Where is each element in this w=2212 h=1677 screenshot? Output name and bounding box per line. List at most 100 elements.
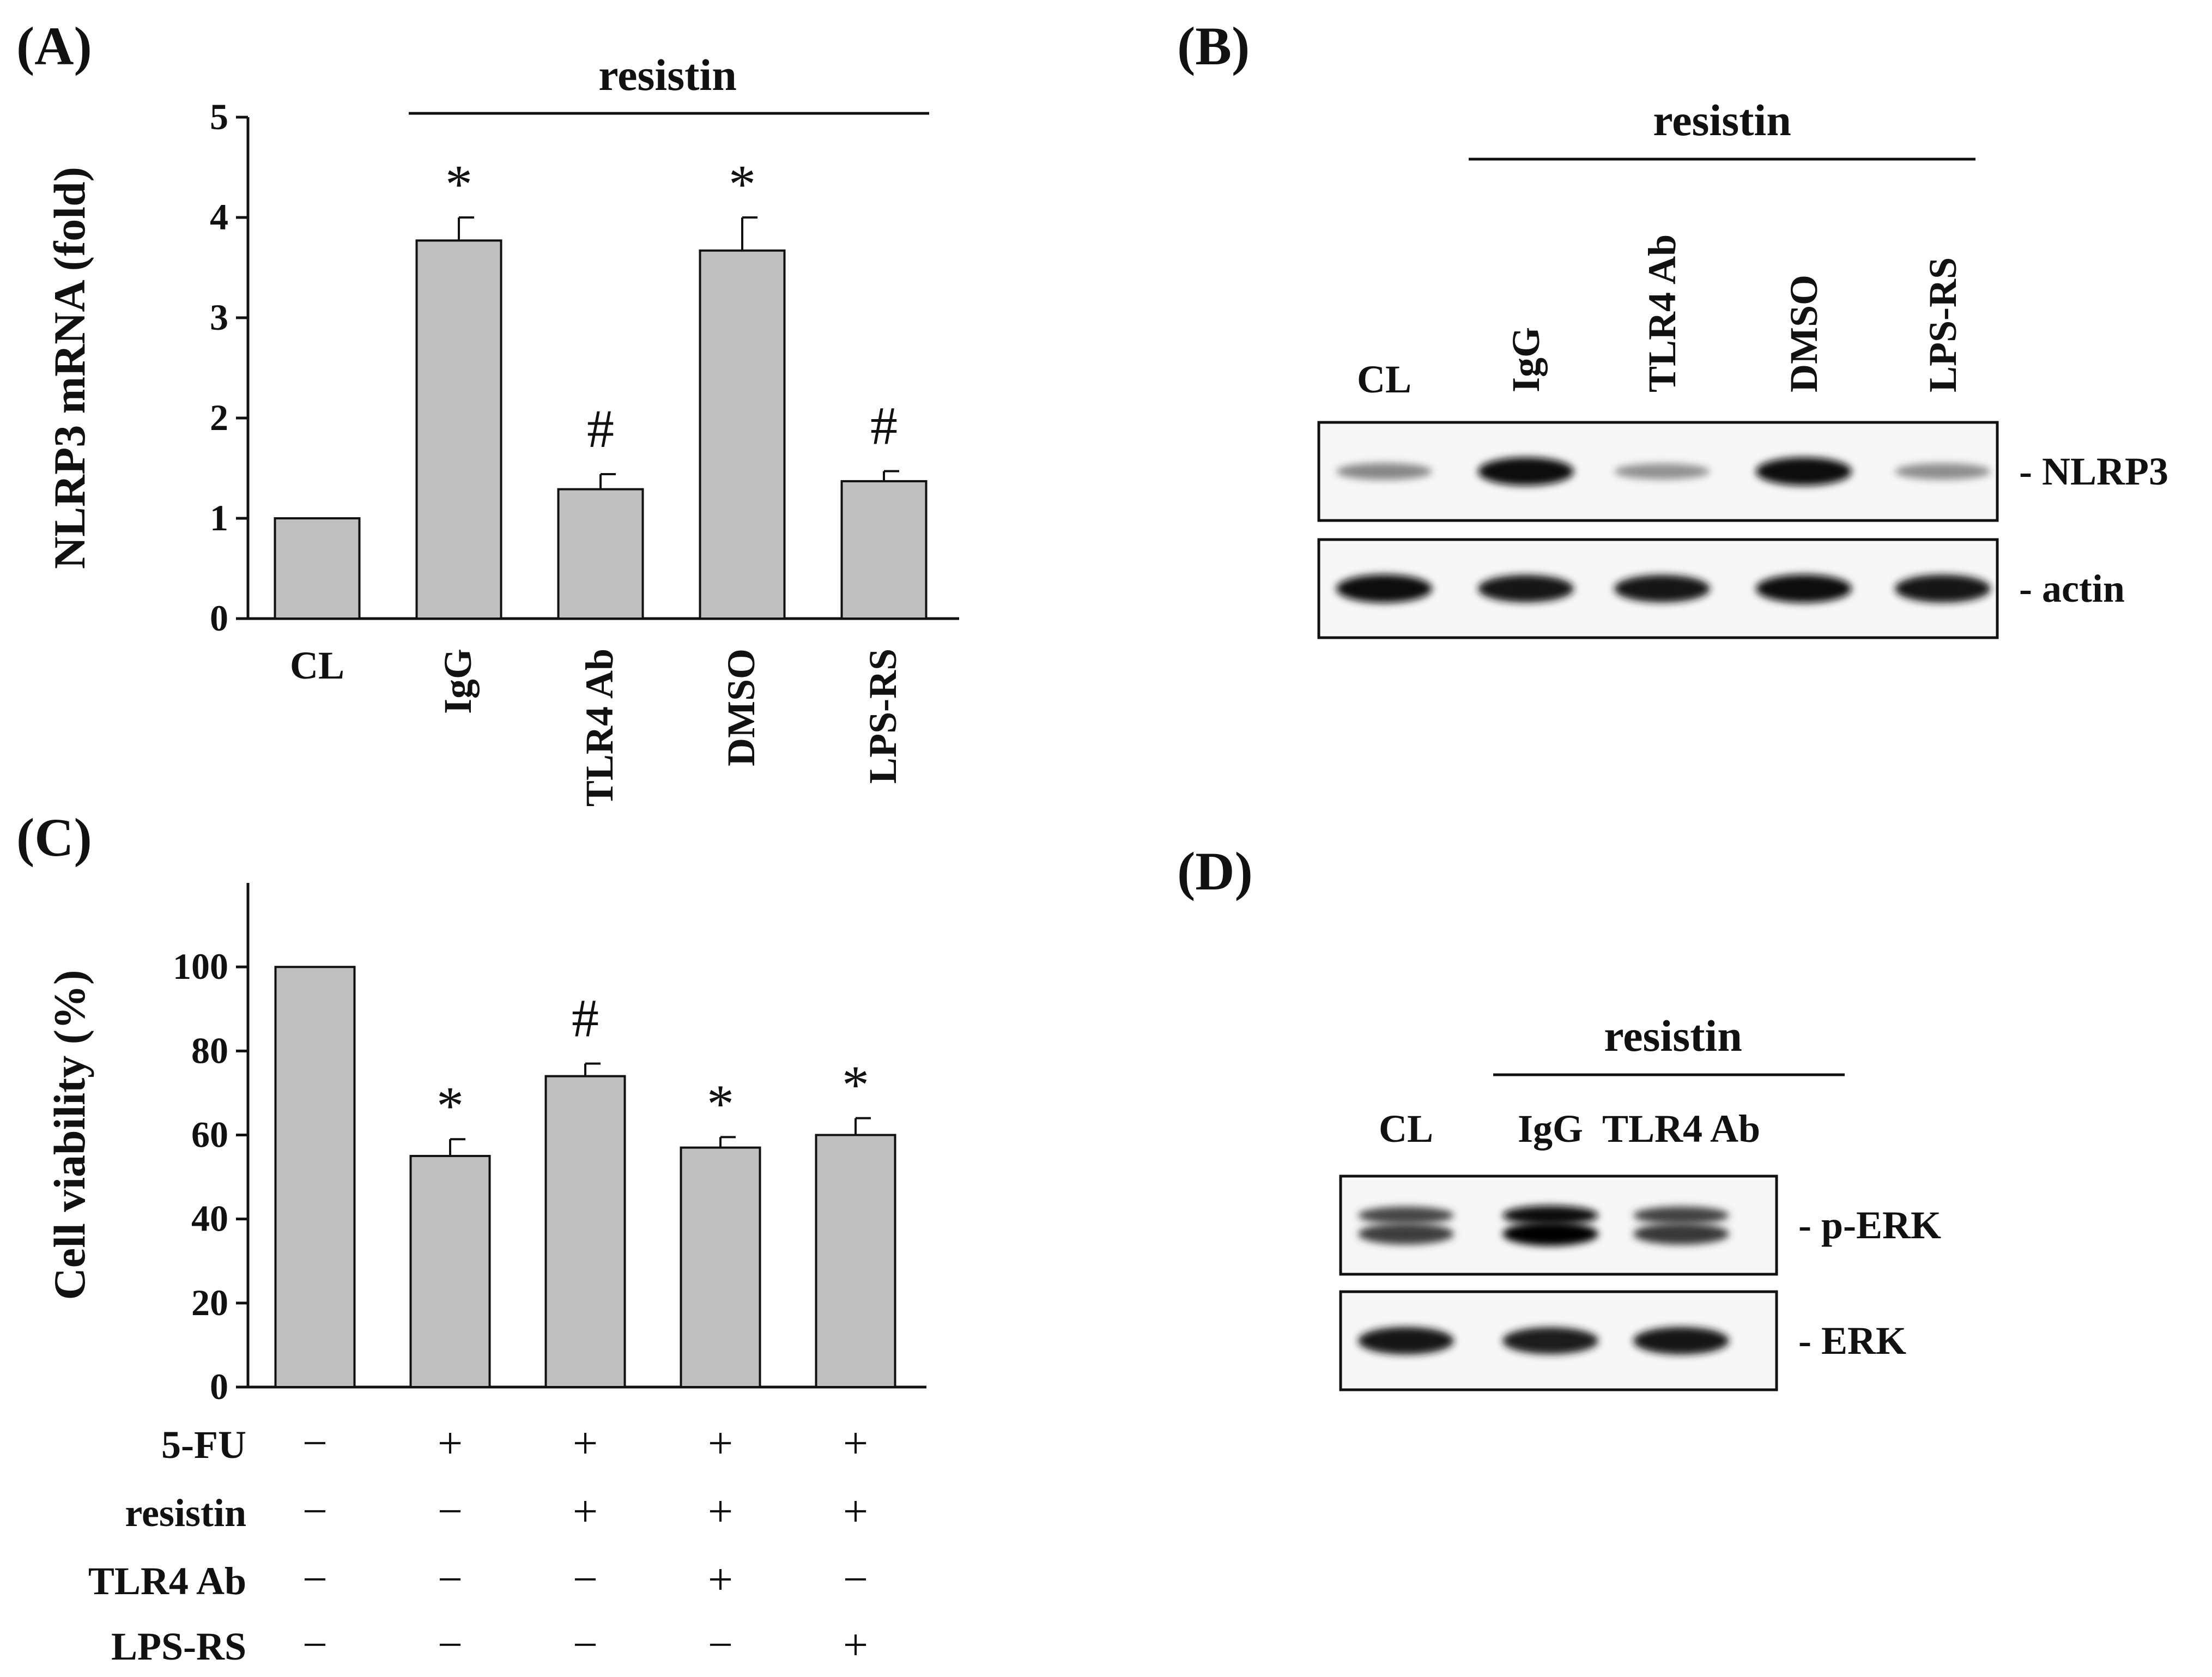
chart-a-y-tick-label: 5 — [210, 96, 228, 137]
b-blot-label: - actin — [2019, 567, 2125, 610]
d-band-upper — [1633, 1206, 1729, 1225]
chart-a-y-tick-label: 1 — [210, 497, 228, 538]
panel-b-label: (B) — [1177, 16, 1250, 76]
treatment-state: − — [438, 1486, 463, 1536]
d-band-upper — [1358, 1206, 1454, 1225]
d-band-lower — [1502, 1222, 1598, 1246]
panel-b: (B) resistin CL IgG TLR4 Ab DMSO LPS-RS - NLR… — [1177, 16, 2168, 639]
chart-a-bar — [699, 249, 786, 620]
b-band — [1336, 574, 1432, 603]
chart-a-y-tick-label: 3 — [210, 296, 228, 338]
b-band — [1895, 463, 1991, 480]
treatment-state: + — [573, 1486, 598, 1536]
treatment-state: − — [573, 1620, 598, 1669]
b-lane-label: DMSO — [1782, 275, 1826, 392]
panel-c-label: (C) — [16, 807, 92, 868]
treatment-row-label: LPS-RS — [111, 1625, 246, 1668]
chart-c-significance-mark: * — [437, 1075, 464, 1136]
b-lane-label: CL — [1357, 358, 1411, 401]
chart-a-bar — [415, 239, 502, 620]
chart-a-y-tick-label: 2 — [210, 397, 228, 438]
d-lane-label: IgG — [1518, 1107, 1583, 1151]
chart-a-significance-mark: * — [729, 154, 756, 214]
treatment-state: − — [708, 1620, 733, 1669]
treatment-state: + — [708, 1486, 733, 1536]
chart-a-y-axis-title: NLRP3 mRNA (fold) — [45, 167, 94, 569]
treatment-state: + — [573, 1418, 598, 1468]
chart-a-bar — [274, 517, 361, 620]
chart-c-y-tick-label: 40 — [191, 1198, 228, 1239]
panel-d-label: (D) — [1177, 841, 1253, 901]
chart-c-bar — [815, 1134, 896, 1388]
treatment-row-label: TLR4 Ab — [88, 1559, 246, 1603]
treatment-state: + — [708, 1554, 733, 1604]
treatment-state: + — [843, 1486, 868, 1536]
b-lane-label: LPS-RS — [1921, 257, 1965, 392]
chart-a-y-tick-label: 0 — [210, 597, 228, 639]
treatment-state: + — [843, 1418, 868, 1468]
treatment-state: − — [302, 1620, 328, 1669]
panel-c: (C) 0 20 40 60 80 100 Cell viability (%) * # * * 5… — [16, 807, 926, 1669]
chart-c-bar — [544, 1075, 626, 1389]
chart-a-significance-mark: * — [445, 154, 472, 214]
panel-b-group-label: resistin — [1653, 95, 1791, 145]
chart-c-y-axis-title: Cell viability (%) — [45, 970, 94, 1300]
b-band — [1614, 463, 1710, 480]
panel-d-group-label: resistin — [1604, 1011, 1742, 1061]
chart-a-significance-mark: # — [870, 396, 898, 456]
treatment-table: 5-FU − + + + + resistin − − + + + TLR4 Ab − − − + − LPS-RS… — [88, 1418, 868, 1669]
treatment-state: − — [843, 1554, 868, 1604]
b-lane-label: TLR4 Ab — [1640, 234, 1684, 392]
chart-c-significance-mark: * — [842, 1055, 869, 1115]
chart-a-category-label: IgG — [436, 649, 480, 714]
chart-c-y-tick-label: 60 — [191, 1114, 228, 1155]
chart-c-significance-mark: # — [572, 988, 599, 1048]
chart-c: 0 20 40 60 80 100 Cell viability (%) * # * * — [45, 883, 926, 1407]
chart-a-category-label: TLR4 Ab — [578, 649, 621, 807]
chart-a-bar — [840, 480, 928, 620]
b-band — [1756, 574, 1852, 603]
treatment-state: + — [843, 1620, 868, 1669]
treatment-state: − — [302, 1554, 328, 1604]
chart-c-y-tick-label: 20 — [191, 1282, 228, 1323]
treatment-state: − — [573, 1554, 598, 1604]
b-band — [1614, 574, 1710, 603]
b-blot-label: - NLRP3 — [2019, 450, 2168, 493]
blot-b: CL IgG TLR4 Ab DMSO LPS-RS - NLRP3 - actin — [1317, 234, 2168, 639]
d-band — [1633, 1327, 1729, 1355]
treatment-state: + — [438, 1418, 463, 1468]
treatment-state: − — [438, 1620, 463, 1669]
d-band — [1502, 1327, 1598, 1354]
blot-d: CL IgG TLR4 Ab - p-ERK - ERK — [1339, 1107, 1941, 1391]
chart-c-bar — [409, 1155, 491, 1389]
b-band — [1478, 457, 1574, 486]
treatment-row-label: 5-FU — [161, 1423, 246, 1467]
chart-a: 0 1 2 3 4 5 NLRP3 mRNA (fold) CL * IgG # TLR4 Ab * DM… — [45, 96, 959, 807]
d-band — [1358, 1327, 1454, 1355]
chart-a-category-label: CL — [290, 644, 344, 687]
d-lane-label: TLR4 Ab — [1602, 1107, 1760, 1151]
treatment-state: − — [302, 1486, 328, 1536]
chart-a-category-label: LPS-RS — [861, 649, 905, 784]
chart-c-y-tick-label: 100 — [173, 946, 228, 987]
d-band-lower — [1358, 1223, 1454, 1245]
b-band — [1336, 463, 1432, 480]
panel-d: (D) resistin CL IgG TLR4 Ab - p-ERK - ERK — [1177, 841, 1941, 1391]
chart-a-y-tick-label: 4 — [210, 196, 228, 238]
chart-a-significance-mark: # — [587, 398, 614, 459]
d-lane-label: CL — [1379, 1107, 1433, 1151]
chart-c-significance-mark: * — [707, 1073, 734, 1134]
treatment-row-label: resistin — [125, 1491, 246, 1535]
chart-c-bar — [274, 966, 356, 1388]
chart-c-y-tick-label: 0 — [210, 1366, 228, 1407]
d-blot-label: - ERK — [1798, 1319, 1906, 1363]
chart-a-bar — [557, 488, 644, 620]
panel-a: (A) resistin 0 1 2 3 4 5 NLRP3 mRNA (fold) CL * I… — [16, 16, 959, 807]
b-lane-label: IgG — [1504, 327, 1548, 392]
b-band — [1895, 574, 1991, 603]
chart-c-y-tick-label: 80 — [191, 1030, 228, 1071]
chart-a-category-label: DMSO — [719, 649, 763, 766]
treatment-state: − — [302, 1418, 328, 1468]
chart-c-bar — [680, 1146, 761, 1388]
